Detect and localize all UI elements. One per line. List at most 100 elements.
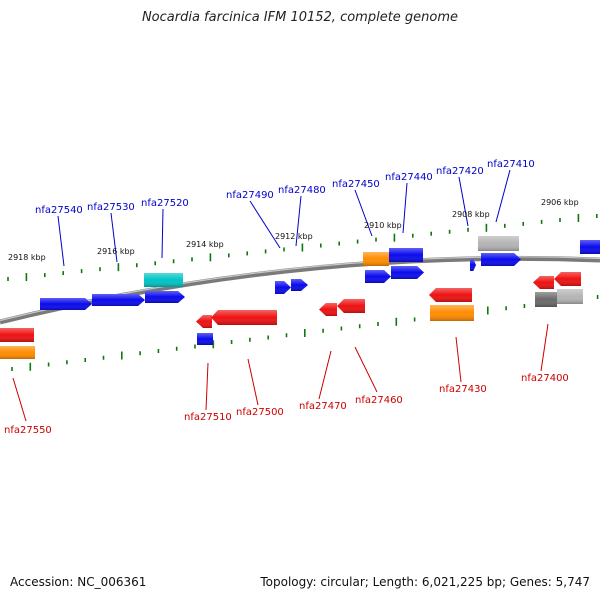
map-title: Nocardia farcinica IFM 10152, complete g… [141,10,459,25]
label-leader-line [247,358,259,406]
scale-tick-top [209,253,212,262]
scale-tick-bottom [505,306,507,311]
scale-tick-top [246,251,248,256]
scale-label: 2916 kbp [97,247,135,256]
gene-label-nfa27490[interactable]: nfa27490 [226,190,274,201]
label-leader-line [495,169,511,223]
scale-tick-bottom [230,340,233,344]
label-leader-line [249,200,281,249]
label-leader-line [455,336,462,383]
label-leader-lines [12,169,549,422]
gene-reverse-shading [533,276,554,289]
label-leader-line [354,189,373,237]
gene-label-nfa27520[interactable]: nfa27520 [141,198,189,209]
gene-forward-shading [391,266,424,279]
gene-forward-shading [145,291,185,303]
gene-label-nfa27410[interactable]: nfa27410 [487,159,535,170]
gene-features [0,236,600,359]
scale-tick-bottom [84,358,86,362]
scale-tick-bottom [285,333,288,338]
gene-nfa27530-shading [92,294,145,306]
scale-tick-top [375,237,377,242]
scale-tick-top [504,223,506,228]
scale-tick-top [80,269,83,274]
scale-tick-top [540,219,543,224]
label-leader-line [540,323,549,372]
scale-tick-top [7,277,9,281]
gene-label-nfa27510[interactable]: nfa27510 [184,412,232,423]
topology-length-genes-text: Topology: circular; Length: 6,021,225 bp… [260,575,590,589]
scale-label: 2908 kbp [452,210,490,219]
scale-tick-bottom [102,355,105,360]
scale-tick-top [559,217,561,222]
gene-nfa27420-shading [470,259,476,271]
gene-gray-shading [535,292,557,307]
scale-tick-top [172,259,175,264]
gene-label-nfa27470[interactable]: nfa27470 [299,401,347,412]
accession-text: Accession: NC_006361 [10,575,147,589]
label-leader-line [318,350,332,400]
scale-tick-top [430,231,432,236]
scale-tick-top [228,253,230,258]
scale-tick-bottom [340,326,343,331]
scale-tick-bottom [395,317,398,326]
gene-orange-shading [0,346,35,359]
gene-nfa27450-shading [365,270,391,283]
gene-nfa27440-shading [389,248,423,262]
gene-nfa27490-shading [275,281,291,294]
scale-tick-bottom [66,360,68,365]
gene-nfa27540-shading [40,298,92,310]
scale-tick-bottom [358,324,361,329]
scale-tick-top [25,273,28,282]
gene-nfa27430-shading [430,305,474,321]
scale-tick-top [283,247,285,252]
gene-nfa27510-shading [197,333,213,345]
scale-tick-top [301,243,304,252]
label-leader-line [354,346,378,393]
scale-tick-top [154,261,156,266]
gene-label-nfa27500[interactable]: nfa27500 [236,407,284,418]
scale-label: 2906 kbp [541,198,579,207]
scale-tick-bottom [487,306,489,315]
scale-tick-bottom [304,329,306,337]
scale-tick-top [412,233,414,238]
label-leader-line [295,195,302,247]
label-leader-line [110,212,118,263]
scale-tick-bottom [249,337,251,342]
scale-label: 2914 kbp [186,240,224,249]
label-leader-line [458,176,469,227]
gene-label-nfa27450[interactable]: nfa27450 [332,179,380,190]
scale-ticks-bottom [11,295,599,371]
gene-label-nfa27460[interactable]: nfa27460 [355,395,403,406]
scale-tick-top [577,213,580,222]
scale-label: 2910 kbp [364,221,402,230]
scale-tick-top [356,239,359,244]
scale-tick-top [448,229,451,234]
scale-tick-top [596,214,598,218]
gene-label-nfa27440[interactable]: nfa27440 [385,172,433,183]
scale-tick-top [44,273,46,278]
gene-label-nfa27430[interactable]: nfa27430 [439,384,487,395]
gene-nfa27550-shading [0,328,34,342]
gene-gray-shading [557,289,583,304]
scale-tick-bottom [596,295,599,299]
gene-label-nfa27400[interactable]: nfa27400 [521,373,569,384]
scale-tick-bottom [212,340,215,349]
scale-tick-top [320,243,322,248]
scale-tick-bottom [47,362,50,367]
gene-label-nfa27480[interactable]: nfa27480 [278,185,326,196]
gene-label-nfa27550[interactable]: nfa27550 [4,425,52,436]
scale-tick-top [99,267,101,272]
gene-label-nfa27540[interactable]: nfa27540 [35,205,83,216]
gene-reverse-shading [196,315,212,328]
scale-tick-top [338,241,340,246]
gene-orange-shading [363,252,389,266]
label-leader-line [402,182,408,234]
gene-label-nfa27530[interactable]: nfa27530 [87,202,135,213]
gene-nfa27460-shading [337,299,365,313]
gene-label-nfa27420[interactable]: nfa27420 [436,166,484,177]
scale-tick-top [191,257,193,262]
scale-tick-top [485,223,488,232]
gene-reverse-shading [429,288,472,302]
